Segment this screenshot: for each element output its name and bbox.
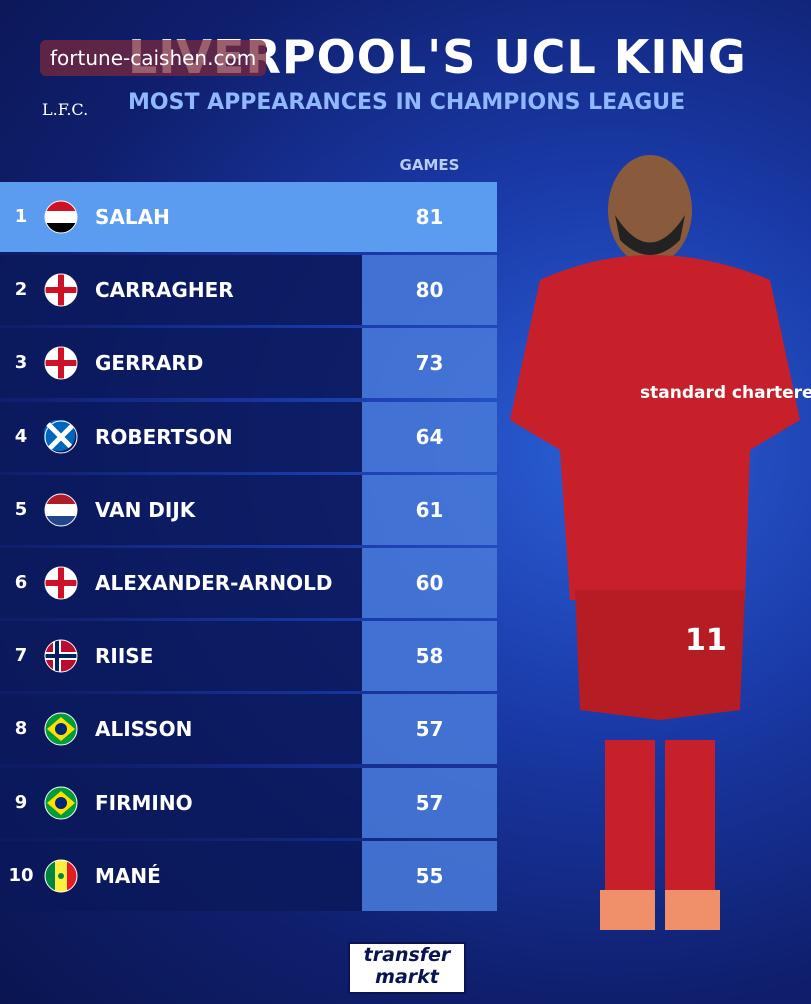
games-value: 73 bbox=[415, 351, 444, 376]
games-cell bbox=[362, 767, 497, 838]
subtitle: MOST APPEARANCES IN CHAMPIONS LEAGUE bbox=[128, 90, 686, 115]
table-row: 6 ALEXANDER-ARNOLD 60 bbox=[0, 548, 497, 618]
table-row: 9 FIRMINO 57 bbox=[0, 767, 497, 838]
rank: 3 bbox=[14, 352, 28, 374]
club-logo: L.F.C. bbox=[42, 100, 89, 119]
player-name: ALISSON bbox=[95, 717, 193, 742]
flag bbox=[44, 346, 78, 380]
player-name: CARRAGHER bbox=[95, 278, 234, 303]
games-cell bbox=[362, 621, 497, 692]
table-row: 2 CARRAGHER 80 bbox=[0, 255, 497, 326]
column-header: GAMES bbox=[399, 156, 460, 174]
player-name: VAN DIJK bbox=[95, 497, 196, 522]
games-cell bbox=[362, 328, 497, 399]
player-name: ALEXANDER-ARNOLD bbox=[95, 571, 333, 595]
flag bbox=[44, 493, 78, 527]
player-name: RIISE bbox=[95, 644, 154, 669]
player-name: SALAH bbox=[95, 205, 170, 229]
player-name: FIRMINO bbox=[95, 790, 193, 815]
table-row: 1 SALAH 81 bbox=[0, 182, 497, 252]
brand-text: markt bbox=[375, 966, 439, 988]
games-cell bbox=[362, 548, 497, 618]
table-row: 10 MANÉ 55 bbox=[0, 840, 497, 911]
rank: 4 bbox=[14, 425, 28, 447]
table-row: 7 RIISE 58 bbox=[0, 621, 497, 692]
table-row: 5 VAN DIJK 61 bbox=[0, 474, 497, 545]
games-value: 58 bbox=[415, 644, 444, 669]
games-value: 55 bbox=[415, 863, 444, 888]
player-name: ROBERTSON bbox=[95, 424, 233, 449]
rank: 1 bbox=[14, 206, 28, 227]
flag bbox=[44, 786, 78, 820]
games-cell bbox=[362, 474, 497, 545]
shirt-number: 11 bbox=[685, 623, 727, 658]
flag bbox=[44, 420, 78, 454]
player-name: MANÉ bbox=[95, 863, 161, 888]
table-row: 3 GERRARD 73 bbox=[0, 328, 497, 399]
flag bbox=[44, 859, 78, 893]
rank: 9 bbox=[14, 791, 28, 813]
sponsor-text: standard chartered bbox=[640, 383, 811, 403]
player-name: GERRARD bbox=[95, 351, 204, 376]
player-photo: standard chartered 11 bbox=[510, 155, 811, 930]
table-row: 4 ROBERTSON 64 bbox=[0, 401, 497, 472]
rank: 2 bbox=[14, 279, 28, 301]
flag bbox=[44, 566, 78, 600]
flag bbox=[44, 639, 78, 673]
rank: 6 bbox=[14, 572, 28, 593]
flag bbox=[44, 712, 78, 746]
games-value: 60 bbox=[415, 571, 444, 595]
games-cell bbox=[362, 182, 497, 252]
flag bbox=[44, 200, 78, 234]
brand-logo: transfer markt bbox=[348, 942, 466, 994]
games-value: 81 bbox=[415, 205, 444, 229]
rank: 5 bbox=[14, 498, 28, 520]
games-cell bbox=[362, 255, 497, 326]
games-value: 64 bbox=[415, 424, 444, 449]
games-cell bbox=[362, 840, 497, 911]
games-cell bbox=[362, 694, 497, 765]
brand-text: transfer bbox=[363, 944, 451, 966]
games-value: 57 bbox=[415, 790, 444, 815]
games-value: 57 bbox=[415, 717, 444, 742]
games-value: 80 bbox=[415, 278, 444, 303]
games-value: 61 bbox=[415, 497, 444, 522]
rank: 10 bbox=[8, 864, 34, 886]
rank: 7 bbox=[14, 645, 28, 667]
flag bbox=[44, 273, 78, 307]
games-cell bbox=[362, 401, 497, 472]
rank: 8 bbox=[14, 718, 28, 740]
table-row: 8 ALISSON 57 bbox=[0, 694, 497, 765]
watermark: fortune-caishen.com bbox=[40, 40, 267, 76]
